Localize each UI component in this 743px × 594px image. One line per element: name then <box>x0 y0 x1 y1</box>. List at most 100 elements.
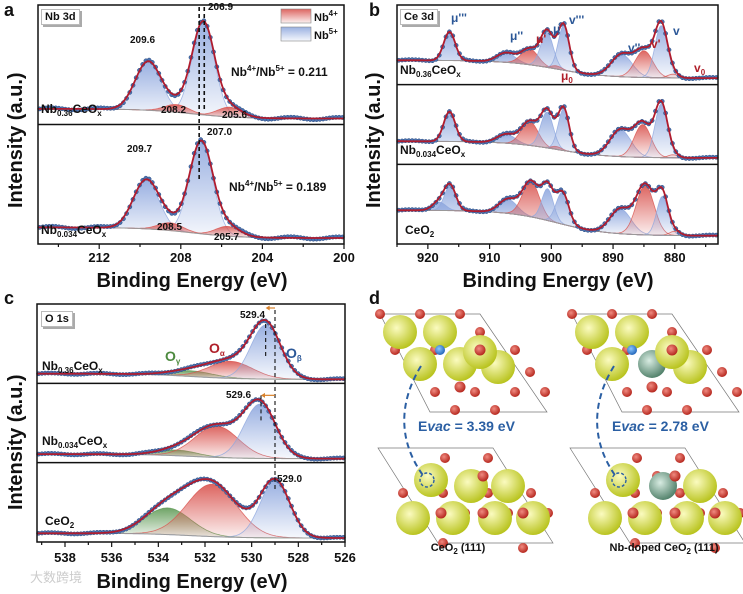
ratio-label: Nb4+/Nb5+ = 0.211 <box>231 64 328 79</box>
caption-right: Nb-doped CeO2 (111) <box>609 542 719 556</box>
y-axis-label-b: Intensity (a.u.) <box>363 72 385 208</box>
red-component-area <box>397 50 718 79</box>
peak-label: 529.6 <box>226 390 252 401</box>
envelope-line <box>37 319 345 381</box>
o-atom <box>490 405 500 415</box>
vacancy-site <box>627 345 637 355</box>
o-atom <box>669 470 681 482</box>
plot-frame <box>396 4 719 245</box>
o-atom <box>540 387 550 397</box>
sample-label: Nb0.36CeOx <box>42 359 103 375</box>
o-atom <box>666 344 678 356</box>
shift-arrowhead <box>265 305 270 311</box>
o-atom <box>440 453 450 463</box>
peak-label: 529.0 <box>277 474 303 485</box>
envelope-line <box>38 20 344 120</box>
o-atom <box>675 453 685 463</box>
panel-letter-c: c <box>4 288 15 308</box>
o-atom <box>717 367 727 377</box>
red-component-area <box>397 185 718 236</box>
peak-label: 208.5 <box>157 222 183 233</box>
evac-label-left: Evac = 3.39 eV <box>418 418 515 434</box>
o-atom <box>709 507 721 519</box>
o-atom <box>435 507 447 519</box>
shift-arrowhead <box>261 392 265 398</box>
peak-u1: μ' <box>536 32 547 46</box>
o-atom <box>732 387 742 397</box>
ce-atom <box>491 469 525 503</box>
o-atom <box>477 507 489 519</box>
o-atom <box>438 538 448 548</box>
y-axis-label-c: Intensity (a.u.) <box>5 374 27 510</box>
x-tick-label: 528 <box>287 550 310 565</box>
x-axis-label-c: Binding Energy (eV) <box>96 571 288 593</box>
background-line <box>397 140 718 159</box>
o-atom <box>526 488 536 498</box>
blue-component-area <box>397 192 718 236</box>
envelope-line <box>37 398 345 460</box>
o-atom <box>646 381 658 393</box>
blue-component-area <box>38 22 344 119</box>
caption-left: CeO2 (111) <box>430 542 486 556</box>
o-atom <box>517 507 529 519</box>
x-tick-label: 890 <box>602 250 624 265</box>
x-tick-label: 200 <box>333 250 355 265</box>
vacancy-path <box>403 365 426 479</box>
o-atom <box>718 488 728 498</box>
o-atom <box>474 344 486 356</box>
o-atom <box>415 309 425 319</box>
o-atom <box>647 309 657 319</box>
blue-component-area <box>397 25 718 79</box>
panel-a-title: Nb 3d <box>41 9 80 25</box>
sample-label: Nb0.034CeOx <box>41 223 107 239</box>
x-tick-label: 538 <box>54 550 76 565</box>
legend-swatch-red <box>280 8 312 24</box>
x-tick-label: 208 <box>169 250 192 265</box>
legend-swatch-blue <box>280 26 312 42</box>
red-component-area <box>397 124 718 158</box>
o-atom <box>455 309 465 319</box>
vacancy-marker <box>611 472 627 488</box>
o-atom <box>642 405 652 415</box>
peak-u3: μ''' <box>451 11 467 25</box>
ce-atom <box>595 347 629 381</box>
panel-letter-a: a <box>4 0 15 20</box>
o-atom <box>475 327 485 337</box>
peak-u2: μ'' <box>510 29 524 43</box>
o-beta-label: Oβ <box>286 345 302 363</box>
ce-atom <box>383 315 417 349</box>
o-atom <box>632 453 642 463</box>
peak-u0: μ0 <box>561 69 573 85</box>
o-atom <box>567 309 577 319</box>
sample-label: Nb0.034CeOx <box>42 434 108 450</box>
o-atom <box>375 309 385 319</box>
red-component-area <box>37 426 345 459</box>
plot-frame <box>37 4 345 245</box>
red-component-area <box>37 361 345 380</box>
peak-v0: v0 <box>694 61 706 77</box>
ce-atom <box>606 463 640 497</box>
envelope-line <box>397 20 718 79</box>
peak-label: 206.9 <box>208 2 234 13</box>
peak-label: 209.6 <box>130 35 156 46</box>
peak-label: 209.7 <box>127 144 153 155</box>
o-atom <box>607 309 617 319</box>
panel-letter-b: b <box>369 0 380 20</box>
x-tick-label: 532 <box>194 550 216 565</box>
x-tick-label: 526 <box>334 550 356 565</box>
watermark: 大数跨境 <box>30 570 83 585</box>
x-tick-label: 530 <box>240 550 263 565</box>
o-atom <box>450 405 460 415</box>
sample-label: CeO2 <box>45 514 75 530</box>
evac-label-right: Evac = 2.78 eV <box>612 418 709 434</box>
o-atom <box>483 453 493 463</box>
o-atom <box>510 387 520 397</box>
o-atom <box>454 381 466 393</box>
nb-atom <box>649 472 677 500</box>
blue-component-area <box>37 480 345 538</box>
o-atom <box>710 543 720 553</box>
x-tick-label: 534 <box>147 550 170 565</box>
x-tick-label: 920 <box>417 250 439 265</box>
